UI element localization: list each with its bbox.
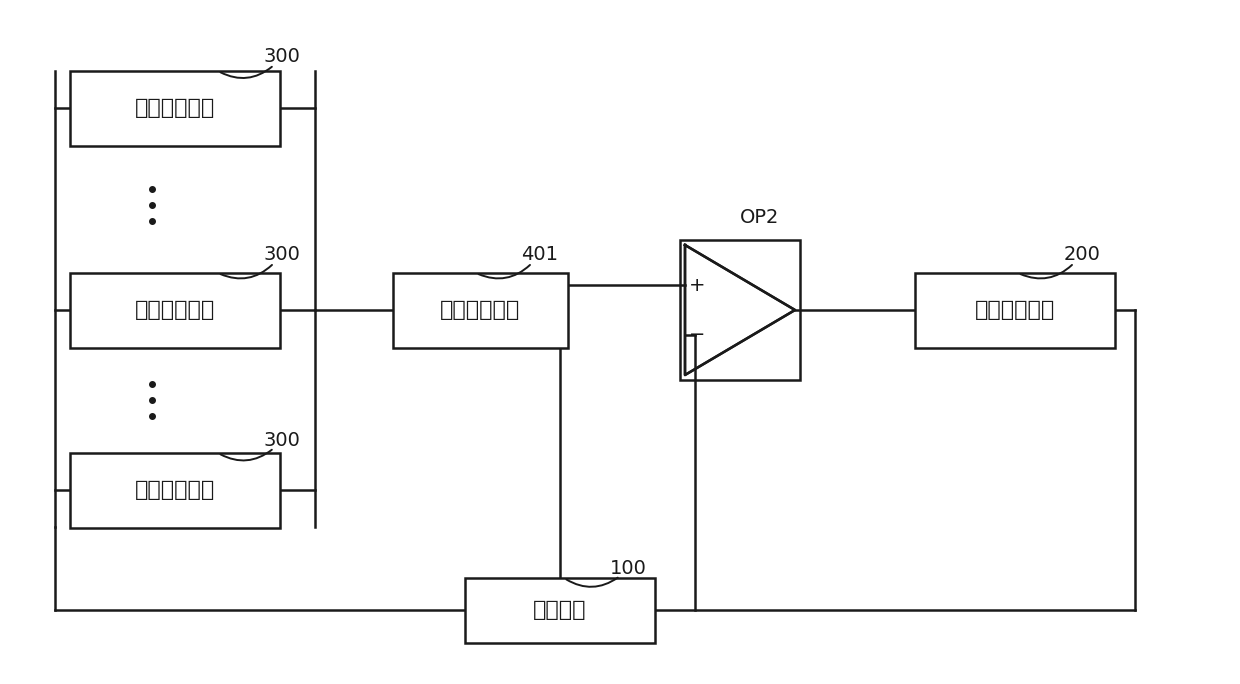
Text: 300: 300 [264, 430, 300, 449]
Text: 200: 200 [1064, 246, 1100, 265]
Bar [69, 70, 280, 146]
Bar [393, 272, 568, 347]
Text: +: + [688, 276, 706, 295]
Text: 数模转换单元: 数模转换单元 [135, 300, 215, 320]
Text: 多路选择开关: 多路选择开关 [440, 300, 520, 320]
Text: 401: 401 [522, 246, 558, 265]
Bar [69, 453, 280, 527]
Text: OP2: OP2 [740, 208, 780, 227]
Bar [465, 577, 655, 642]
Bar [69, 272, 280, 347]
Text: 控制单元: 控制单元 [533, 600, 587, 620]
Text: 模数转换单元: 模数转换单元 [975, 300, 1055, 320]
Text: 300: 300 [264, 47, 300, 66]
Text: 数模转换单元: 数模转换单元 [135, 480, 215, 500]
Bar [915, 272, 1115, 347]
Text: −: − [688, 325, 706, 344]
Text: 数模转换单元: 数模转换单元 [135, 98, 215, 118]
Bar [680, 240, 800, 380]
Text: 100: 100 [610, 559, 646, 577]
Text: 300: 300 [264, 246, 300, 265]
